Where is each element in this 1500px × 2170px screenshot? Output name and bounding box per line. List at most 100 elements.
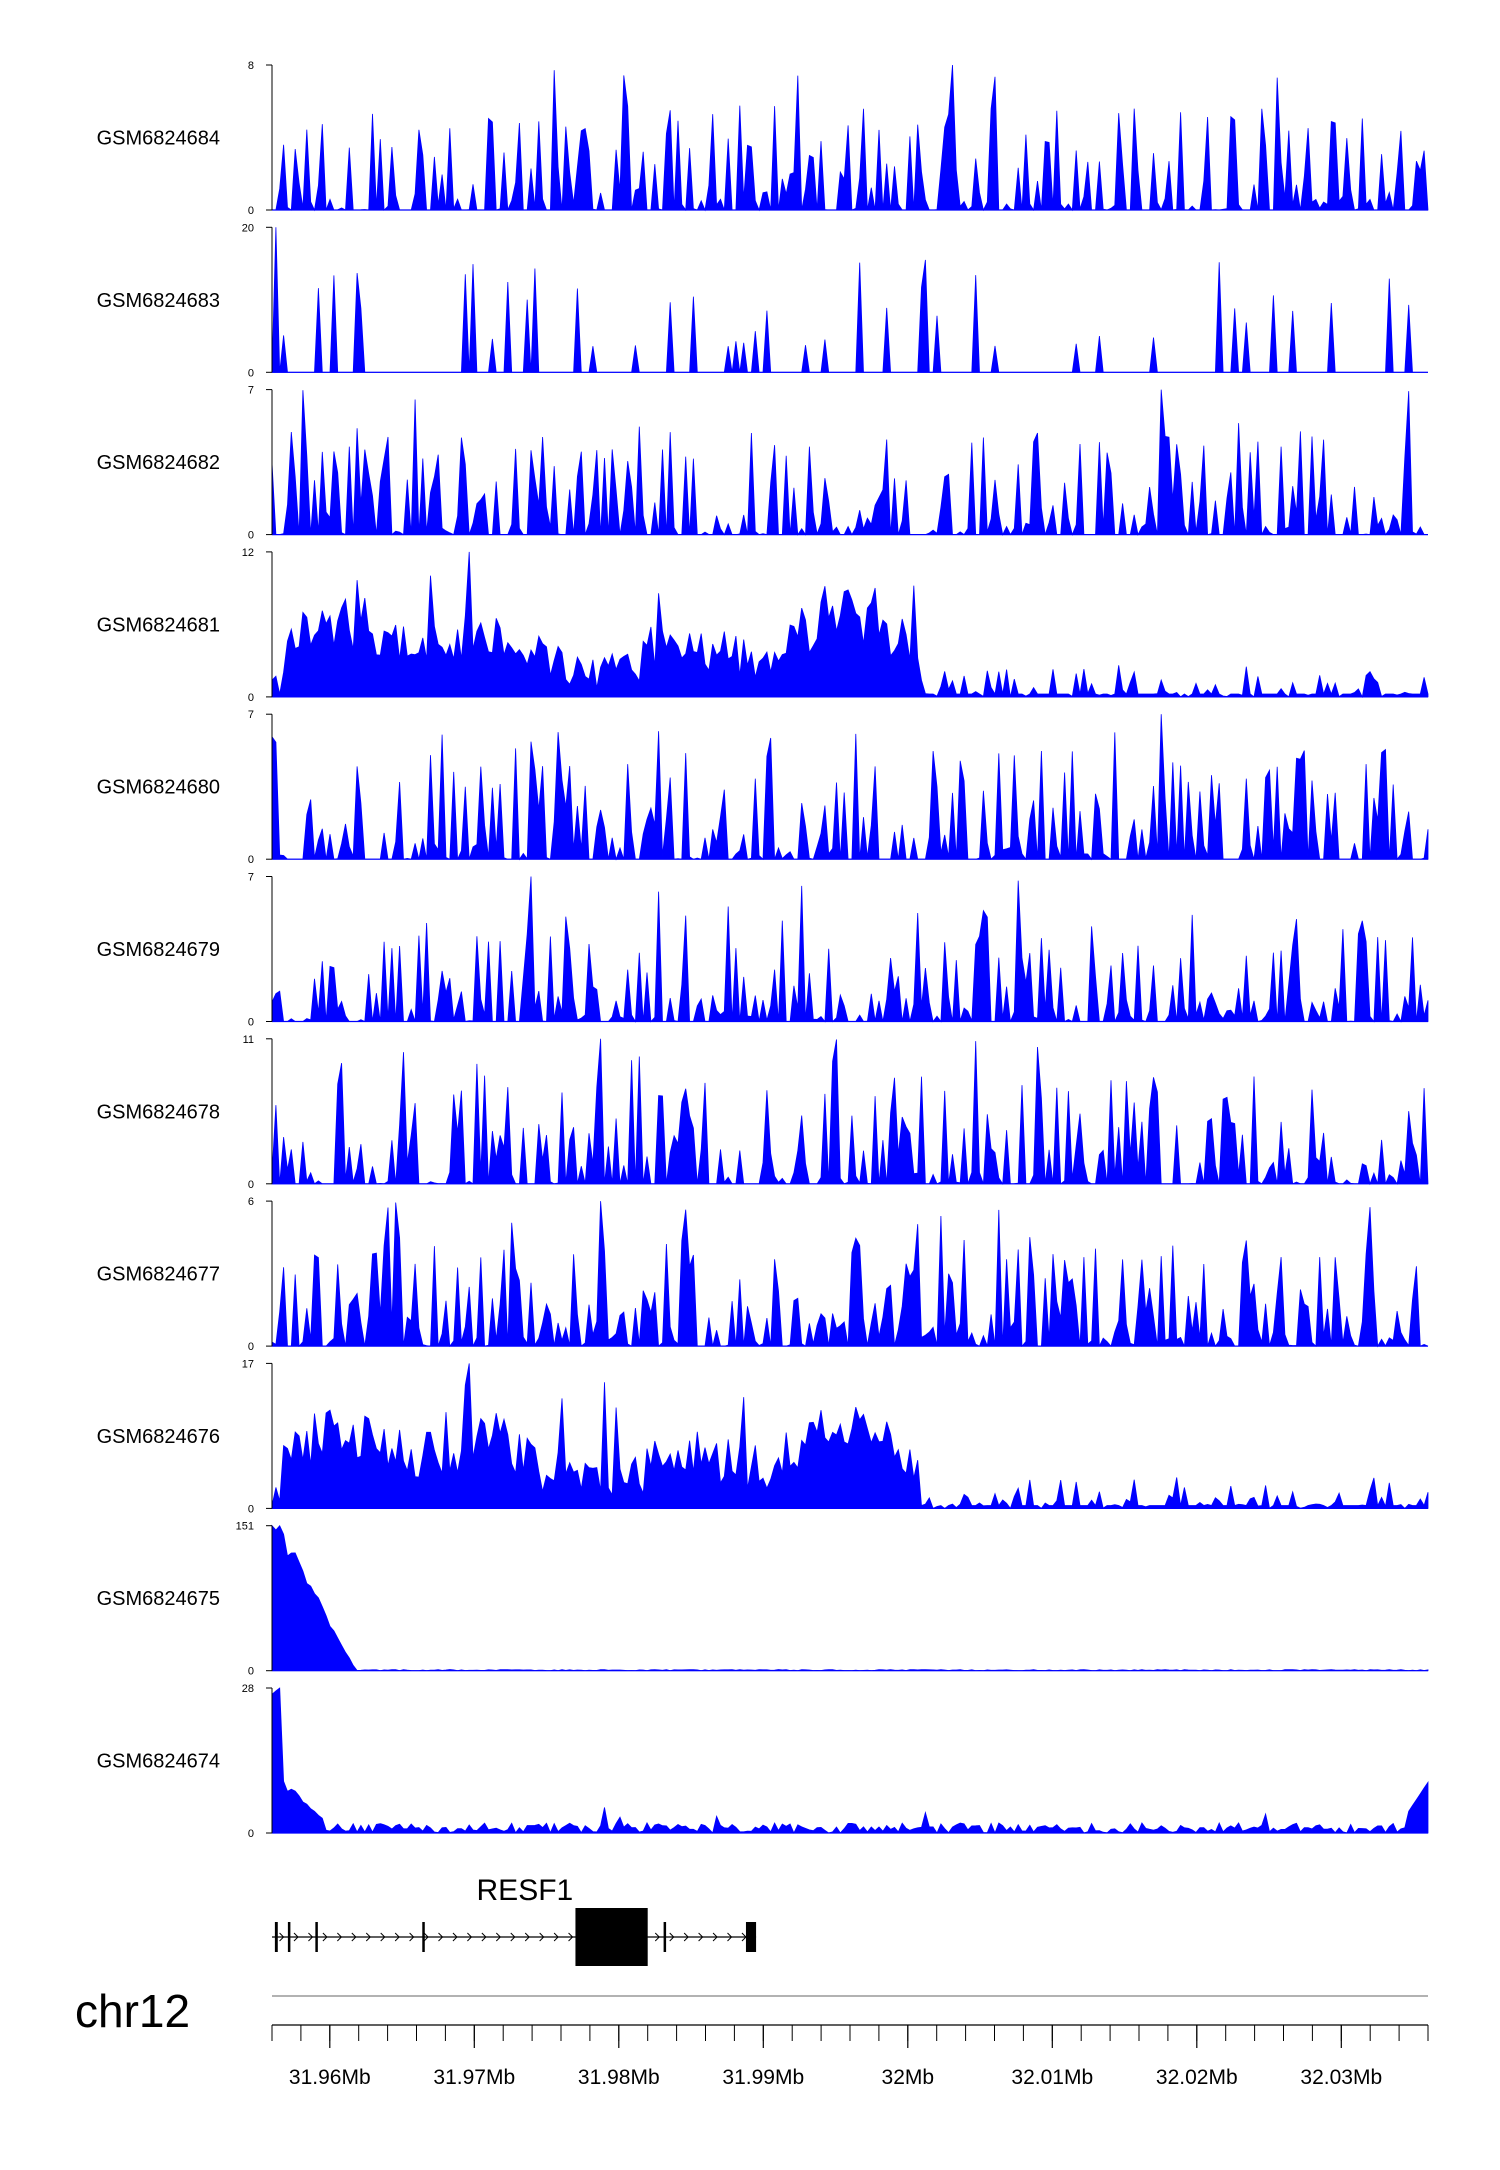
- track-GSM6824676: 17 0 GSM6824676: [97, 1358, 1429, 1515]
- strand-arrow: [495, 1932, 502, 1942]
- y-tick-label-min: 0: [248, 1179, 254, 1191]
- series-area-GSM6824678: [271, 1038, 1429, 1186]
- series-area-GSM6824683: [271, 227, 1428, 373]
- strand-arrow: [438, 1932, 444, 1942]
- strand-arrow: [510, 1932, 516, 1942]
- genome-axis: chr12 31.96Mb 31.97Mb 31.98Mb 31.99Mb 32Mb 32…: [75, 1985, 1429, 2089]
- strand-arrow: [423, 1932, 429, 1942]
- strand-arrow: [452, 1932, 458, 1942]
- exon-2: [287, 1922, 291, 1952]
- strand-arrow: [365, 1932, 371, 1942]
- series-area-GSM6824684: [271, 64, 1429, 212]
- track-GSM6824682: 7 0 GSM6824682: [97, 385, 1428, 542]
- exon-3: [315, 1922, 318, 1952]
- track-label: GSM6824679: [97, 939, 220, 961]
- x-tick-label: 32.02Mb: [1156, 2066, 1238, 2089]
- y-tick-label-min: 0: [248, 1828, 254, 1840]
- track-GSM6824683: 20 0 GSM6824683: [97, 222, 1428, 379]
- strand-arrow: [279, 1932, 285, 1942]
- strand-arrow: [351, 1932, 357, 1942]
- track-GSM6824675: 151 0 GSM6824675: [97, 1521, 1429, 1678]
- track-GSM6824680: 7 0 GSM6824680: [97, 709, 1429, 866]
- track-GSM6824677: 6 0 GSM6824677: [97, 1196, 1429, 1353]
- series-area-GSM6824679: [271, 876, 1429, 1023]
- y-tick-label-max: 7: [248, 385, 254, 397]
- strand-arrow: [481, 1932, 487, 1942]
- series-area-GSM6824681: [271, 551, 1429, 699]
- y-tick-label-min: 0: [248, 1341, 254, 1353]
- track-label: GSM6824674: [97, 1751, 220, 1773]
- strand-arrow: [568, 1932, 574, 1942]
- strand-arrow: [553, 1932, 559, 1942]
- strand-arrow: [467, 1932, 473, 1942]
- track-GSM6824679: 7 0 GSM6824679: [97, 872, 1429, 1029]
- track-label: GSM6824676: [97, 1426, 220, 1448]
- y-tick-label-max: 11: [243, 1034, 254, 1046]
- x-tick-label: 31.96Mb: [289, 2066, 371, 2089]
- series-area-GSM6824682: [271, 389, 1428, 536]
- track-GSM6824674: 28 0 GSM6824674: [97, 1683, 1429, 1840]
- series-area-GSM6824680: [271, 714, 1429, 861]
- series-area-GSM6824674: [271, 1687, 1429, 1834]
- track-GSM6824681: 12 0 GSM6824681: [97, 547, 1429, 704]
- strand-arrow: [337, 1932, 343, 1942]
- series-area-GSM6824676: [271, 1363, 1429, 1510]
- track-label: GSM6824678: [97, 1101, 220, 1123]
- strand-arrow: [712, 1932, 718, 1942]
- strand-arrow: [394, 1932, 400, 1942]
- track-GSM6824678: 11 0 GSM6824678: [97, 1034, 1429, 1191]
- exon-6: [663, 1922, 667, 1952]
- track-label: GSM6824677: [97, 1264, 220, 1286]
- series-area-GSM6824677: [271, 1201, 1429, 1348]
- series-area-GSM6824675: [271, 1524, 1429, 1672]
- y-tick-label-max: 6: [248, 1196, 254, 1208]
- x-tick-label: 31.97Mb: [433, 2066, 515, 2089]
- y-tick-label-min: 0: [248, 205, 254, 217]
- exon-4: [422, 1922, 425, 1952]
- track-label: GSM6824682: [97, 452, 220, 474]
- y-tick-label-max: 12: [242, 547, 254, 559]
- y-tick-label-max: 28: [242, 1683, 254, 1695]
- strand-arrow: [698, 1932, 704, 1942]
- track-label: GSM6824683: [97, 290, 220, 312]
- y-tick-label-min: 0: [248, 530, 254, 542]
- y-tick-label-max: 8: [248, 60, 254, 72]
- strand-arrow: [654, 1932, 660, 1942]
- strand-arrow: [727, 1932, 733, 1942]
- y-tick-label-min: 0: [248, 367, 254, 379]
- y-tick-label-min: 0: [248, 1503, 254, 1515]
- x-tick-label: 32.01Mb: [1011, 2066, 1093, 2089]
- x-tick-label: 31.99Mb: [722, 2066, 804, 2089]
- chromosome-label: chr12: [75, 1985, 190, 2037]
- y-tick-label-max: 151: [236, 1521, 254, 1533]
- x-tick-label: 31.98Mb: [578, 2066, 660, 2089]
- y-tick-label-min: 0: [248, 1666, 254, 1678]
- coverage-tracks: 8 0 GSM6824684 20 0 GSM6824683 7 0 GSM6824682 12 0…: [97, 60, 1429, 1840]
- y-tick-label-max: 17: [242, 1358, 254, 1370]
- strand-arrow: [293, 1932, 299, 1942]
- y-tick-label-min: 0: [248, 854, 254, 866]
- strand-arrow: [524, 1932, 530, 1942]
- x-tick-label: 32.03Mb: [1300, 2066, 1382, 2089]
- strand-arrow: [669, 1932, 675, 1942]
- strand-arrow: [322, 1932, 328, 1942]
- track-GSM6824684: 8 0 GSM6824684: [97, 60, 1429, 217]
- track-label: GSM6824675: [97, 1588, 220, 1610]
- gene-annotation-track: RESF1: [272, 1874, 757, 1966]
- exon-7: [745, 1922, 757, 1952]
- exon-1: [274, 1922, 278, 1952]
- track-label: GSM6824680: [97, 777, 220, 799]
- strand-arrow: [409, 1932, 415, 1942]
- track-label: GSM6824684: [97, 128, 220, 150]
- strand-arrow: [539, 1932, 545, 1942]
- exon-5: [575, 1908, 648, 1966]
- y-tick-label-max: 20: [242, 222, 254, 234]
- strand-arrow: [683, 1932, 689, 1942]
- y-tick-label-min: 0: [248, 1017, 254, 1029]
- track-label: GSM6824681: [97, 614, 220, 636]
- strand-arrow: [308, 1932, 314, 1942]
- y-tick-label-max: 7: [248, 872, 254, 884]
- y-tick-label-min: 0: [248, 692, 254, 704]
- x-tick-label: 32Mb: [882, 2066, 935, 2089]
